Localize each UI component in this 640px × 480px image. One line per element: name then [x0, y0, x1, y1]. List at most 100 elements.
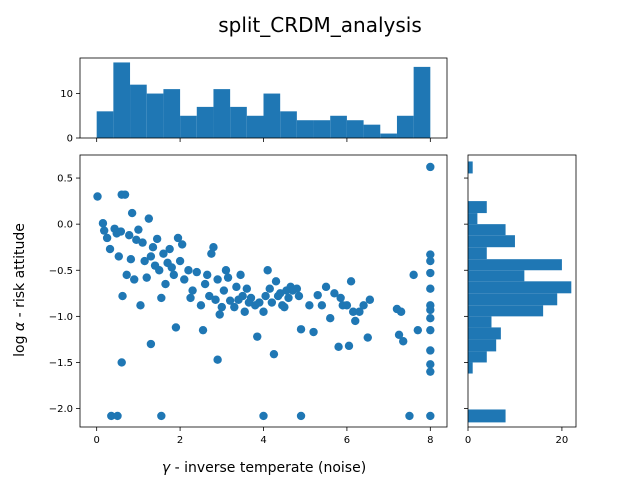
scatter-point: [120, 190, 130, 199]
right-hist-bar: [468, 339, 497, 352]
scatter-point: [116, 227, 126, 236]
scatter-point: [426, 346, 435, 355]
y-axis-label-text: - risk attitude: [12, 223, 28, 322]
scatter-point: [130, 275, 139, 284]
scatter-point: [169, 270, 179, 280]
scatter-point: [209, 243, 218, 252]
y-tick-label: −0.5: [49, 266, 73, 277]
top-hist-bar: [163, 89, 181, 138]
right-hist-bar: [468, 316, 492, 328]
scatter-point: [426, 411, 435, 421]
scatter-point: [215, 310, 224, 319]
scatter-point: [330, 289, 339, 298]
right-hist-bar: [468, 327, 501, 340]
scatter-point: [159, 249, 168, 258]
scatter-point: [426, 305, 435, 315]
top-hist-bar: [396, 115, 414, 138]
right-hist-bar: [468, 213, 478, 225]
scatter-point: [157, 293, 166, 303]
scatter-point: [205, 291, 214, 301]
scatter-point: [342, 301, 352, 310]
scatter-point: [236, 270, 245, 280]
x-axis-label: γ - inverse temperate (noise): [162, 460, 366, 476]
scatter-point: [271, 277, 281, 286]
scatter-plot: 0 2 4 6 8 0.5 0.0 −0.5 −1.0 −1.5 −2.0: [49, 154, 448, 446]
right-hist-bar: [468, 270, 525, 282]
scatter-point: [426, 360, 435, 369]
scatter-point: [399, 337, 408, 346]
right-hist-x-tick-label: 20: [556, 435, 569, 446]
scatter-point: [98, 219, 108, 228]
x-tick-label: 8: [427, 435, 433, 446]
scatter-point: [192, 267, 201, 277]
scatter-point: [242, 284, 252, 293]
scatter-point: [253, 332, 262, 341]
y-axis-label-prefix: log: [12, 336, 28, 357]
x-axis-label-text: - inverse temperate (noise): [170, 460, 366, 476]
scatter-point: [113, 411, 122, 421]
scatter-point: [207, 249, 216, 258]
scatter-point: [221, 266, 231, 275]
top-hist-bar: [180, 115, 197, 138]
scatter-point: [148, 243, 158, 252]
top-hist-bar: [313, 120, 331, 138]
scatter-point: [426, 314, 435, 323]
scatter-point: [348, 307, 358, 316]
scatter-point: [186, 293, 195, 303]
scatter-point: [426, 284, 435, 293]
scatter-point: [161, 279, 170, 289]
scatter-point: [126, 254, 136, 264]
scatter-point: [267, 298, 277, 307]
scatter-point: [426, 325, 435, 335]
scatter-point: [240, 307, 249, 316]
scatter-point: [280, 302, 289, 312]
top-hist-y-tick-label: 10: [60, 89, 73, 100]
top-hist-bar: [230, 106, 247, 138]
scatter-point: [269, 349, 279, 359]
right-hist-bar: [468, 293, 558, 306]
scatter-point: [93, 192, 102, 201]
top-hist-bar: [196, 106, 214, 138]
scatter-point: [294, 291, 304, 301]
scatter-point: [225, 296, 235, 305]
scatter-point: [426, 162, 435, 172]
scatter-point: [122, 270, 131, 280]
scatter-point: [175, 256, 185, 266]
y-tick-label: 0.5: [57, 174, 73, 185]
scatter-point: [223, 273, 233, 282]
scatter-point: [144, 214, 154, 223]
scatter-point: [132, 235, 141, 245]
scatter-point: [265, 284, 274, 293]
chart-title: split_CRDM_analysis: [218, 13, 422, 37]
scatter-point: [102, 233, 112, 243]
scatter-point: [134, 225, 143, 234]
scatter-point: [211, 295, 220, 304]
top-hist-bar: [413, 66, 431, 138]
x-tick-label: 6: [344, 435, 350, 446]
right-hist-bar: [468, 281, 572, 294]
scatter-point: [184, 266, 193, 275]
scatter-point: [217, 302, 226, 312]
right-hist-bar: [468, 247, 487, 260]
scatter-point: [394, 330, 404, 339]
scatter-point: [426, 367, 435, 376]
scatter-point: [309, 327, 318, 337]
scatter-point: [127, 208, 137, 218]
x-axis-label-symbol: γ: [162, 460, 171, 476]
top-hist-y-tick-label: 0: [67, 134, 73, 145]
x-tick-label: 2: [177, 435, 183, 446]
top-hist-bar: [346, 120, 364, 138]
scatter-point: [275, 289, 285, 298]
scatter-point: [230, 302, 239, 312]
scatter-point: [114, 252, 123, 261]
top-hist-bar: [213, 89, 231, 138]
top-hist-bar: [263, 93, 281, 138]
scatter-point: [196, 301, 206, 310]
right-hist-bar: [468, 235, 515, 248]
y-tick-label: −1.5: [49, 358, 73, 369]
scatter-point: [238, 291, 247, 301]
scatter-point: [142, 273, 151, 282]
scatter-point: [317, 301, 327, 310]
scatter-point: [125, 231, 134, 240]
top-hist-bar: [246, 115, 264, 138]
